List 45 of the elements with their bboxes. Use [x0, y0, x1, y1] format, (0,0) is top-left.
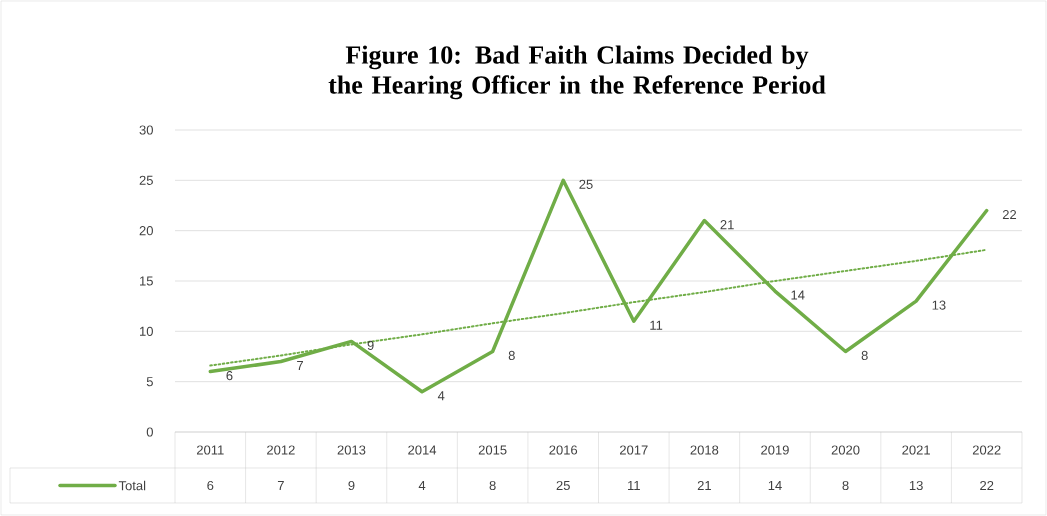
x-tick-label: 2017 [620, 445, 648, 455]
data-label: 8 [489, 480, 496, 491]
text: 22 [1002, 209, 1017, 220]
text: 6 [226, 370, 233, 381]
y-tick-label: 20 [139, 226, 153, 236]
x-tick-label: 2022 [972, 445, 1001, 455]
data-label: 13 [909, 480, 923, 491]
data-label: 22 [980, 480, 994, 491]
y-tick-label: 5 [146, 377, 153, 387]
x-tick-label: 2020 [831, 445, 860, 455]
text: 4 [437, 391, 445, 401]
text: 21 [720, 220, 734, 230]
x-tick-label: 2011 [196, 445, 224, 455]
x-tick-label: 2014 [408, 445, 437, 455]
x-tick-label: 2016 [549, 445, 578, 455]
x-tick-label: 2021 [902, 445, 930, 455]
y-tick-label: 30 [139, 125, 153, 135]
text: 9 [367, 340, 374, 350]
data-label: 11 [628, 481, 640, 490]
text: 25 [579, 179, 593, 189]
data-label: 4 [418, 481, 426, 490]
y-tick-label: 0 [146, 427, 153, 437]
text: 8 [861, 350, 868, 361]
x-tick-label: 2013 [337, 445, 366, 455]
chart-title: Figure 10: Bad Faith Claims Decided by the Hearing Officer in the Reference Period [328, 45, 826, 100]
x-tick-label: 2019 [761, 445, 789, 455]
data-label: 6 [207, 480, 214, 491]
text: 13 [932, 300, 946, 310]
data-label: 8 [842, 480, 849, 491]
legend-label: Total [118, 480, 146, 491]
data-label: 25 [556, 480, 570, 491]
y-tick-label: 15 [140, 276, 153, 286]
y-tick-label: 10 [140, 326, 153, 336]
data-label: 9 [348, 480, 355, 491]
y-tick-label: 25 [139, 175, 153, 185]
data-label: 7 [277, 481, 284, 490]
x-tick-label: 2018 [690, 445, 719, 455]
text: 7 [297, 361, 303, 370]
x-tick-label: 2015 [478, 445, 507, 455]
text: 8 [508, 350, 515, 361]
x-tick-label: 2012 [267, 445, 295, 455]
data-label: 21 [697, 480, 711, 491]
data-label: 14 [768, 481, 782, 490]
text: 14 [791, 290, 805, 300]
text: 11 [650, 320, 663, 330]
